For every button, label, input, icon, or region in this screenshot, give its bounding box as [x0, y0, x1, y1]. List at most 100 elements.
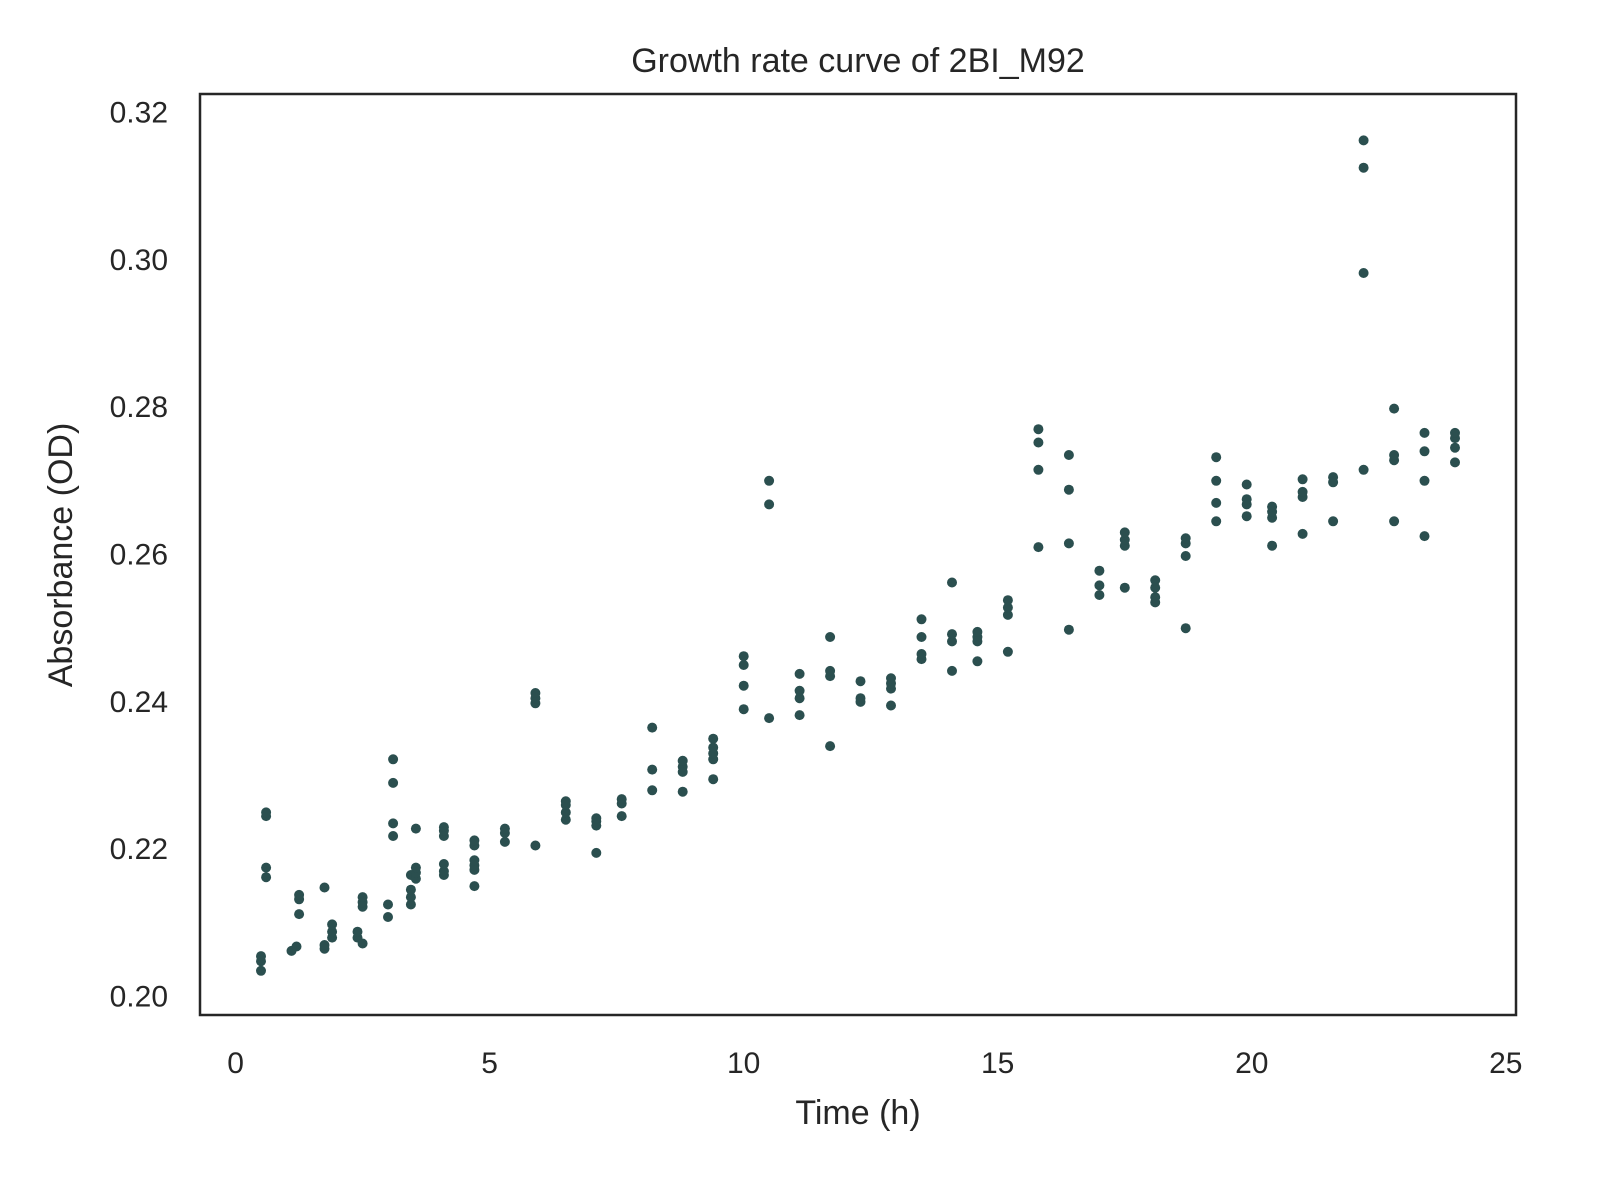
data-point-0-56: [530, 688, 541, 698]
data-point-0-132: [1119, 527, 1130, 538]
data-point-0-79: [708, 733, 719, 744]
data-point-0-97: [855, 676, 866, 687]
data-point-0-161: [1358, 268, 1369, 278]
data-point-0-40: [438, 859, 449, 869]
data-point-0-64: [591, 813, 602, 824]
data-point-0-123: [1063, 538, 1074, 549]
data-point-0-118: [1033, 542, 1044, 553]
y-axis-label: Absorbance (OD): [42, 423, 80, 688]
data-point-0-44: [469, 881, 480, 892]
x-tick-label-0: 0: [227, 1047, 244, 1080]
data-point-0-69: [647, 764, 658, 775]
data-point-0-171: [1419, 427, 1430, 438]
data-point-0-143: [1211, 475, 1222, 486]
y-tick-label-5: 0.30: [110, 244, 168, 277]
data-point-0-80: [738, 704, 749, 715]
data-point-0-90: [794, 668, 805, 679]
data-point-0-82: [738, 660, 749, 670]
data-point-0-96: [855, 693, 866, 704]
data-point-0-140: [1180, 533, 1191, 544]
data-point-0-78: [708, 742, 719, 753]
data-point-0-162: [1358, 162, 1369, 173]
data-point-0-67: [616, 794, 627, 805]
data-point-0-122: [1063, 624, 1074, 635]
plot-area-frame: [198, 92, 1518, 1017]
data-point-0-98: [886, 700, 896, 711]
data-point-0-32: [405, 884, 416, 895]
data-point-0-163: [1358, 135, 1369, 146]
data-point-0-109: [947, 577, 957, 588]
data-point-0-114: [1002, 646, 1013, 657]
data-point-0-43: [438, 822, 449, 833]
data-point-0-153: [1297, 528, 1308, 539]
data-point-0-36: [410, 862, 421, 873]
data-point-0-29: [388, 754, 399, 765]
chart-title: Growth rate curve of 2BI_M92: [631, 42, 1085, 80]
data-point-0-61: [591, 847, 602, 858]
data-point-0-4: [261, 862, 272, 873]
data-point-0-87: [794, 710, 805, 721]
data-point-0-85: [764, 499, 775, 510]
data-point-0-104: [916, 632, 927, 642]
data-point-0-144: [1211, 452, 1222, 463]
data-point-0-141: [1211, 516, 1222, 527]
data-point-0-84: [764, 713, 775, 724]
data-point-0-75: [708, 774, 719, 785]
data-point-0-147: [1241, 494, 1252, 505]
data-point-0-152: [1267, 501, 1278, 512]
data-point-0-11: [294, 889, 305, 900]
data-point-0-169: [1419, 475, 1430, 486]
data-point-0-31: [405, 892, 416, 903]
data-point-0-125: [1063, 450, 1074, 460]
data-point-0-83: [738, 651, 749, 662]
y-tick-label-4: 0.28: [110, 391, 168, 424]
data-point-0-37: [410, 823, 421, 834]
x-tick-label-3: 15: [981, 1047, 1014, 1080]
data-point-0-170: [1419, 446, 1430, 457]
data-point-0-74: [677, 755, 688, 766]
data-point-0-131: [1119, 534, 1130, 545]
data-point-0-117: [1002, 595, 1013, 606]
data-point-0-70: [647, 722, 658, 733]
data-point-0-3: [261, 872, 272, 883]
data-point-0-137: [1180, 623, 1191, 634]
data-point-0-135: [1150, 582, 1161, 593]
data-point-0-81: [738, 680, 749, 691]
data-point-0-39: [438, 866, 449, 877]
data-point-0-127: [1094, 580, 1105, 591]
data-point-0-148: [1241, 479, 1252, 490]
data-point-0-159: [1328, 472, 1339, 483]
data-point-0-9: [294, 909, 305, 920]
y-tick-label-0: 0.20: [110, 981, 168, 1014]
data-point-0-120: [1033, 437, 1044, 448]
data-point-0-175: [1450, 427, 1460, 438]
data-point-0-0: [256, 965, 266, 976]
data-point-0-103: [916, 649, 927, 659]
data-point-0-101: [886, 673, 896, 684]
data-point-0-110: [972, 656, 983, 667]
x-tick-label-5: 25: [1489, 1047, 1522, 1080]
data-point-0-145: [1241, 511, 1252, 522]
data-point-0-157: [1328, 516, 1339, 527]
data-point-0-65: [616, 811, 627, 822]
y-tick-label-1: 0.22: [110, 833, 168, 866]
data-point-0-30: [405, 899, 416, 910]
data-point-0-60: [560, 796, 571, 807]
data-point-0-6: [261, 807, 272, 818]
data-point-0-57: [560, 814, 571, 825]
data-point-0-58: [560, 807, 571, 818]
data-point-0-167: [1389, 403, 1400, 414]
x-axis-ticks: 0 5 10 15 20 25: [227, 1047, 1522, 1080]
data-point-0-156: [1297, 474, 1308, 485]
data-point-0-128: [1094, 565, 1105, 576]
data-point-0-89: [794, 685, 805, 696]
data-point-0-168: [1419, 531, 1430, 542]
data-point-0-23: [357, 892, 368, 903]
data-point-0-160: [1358, 464, 1369, 475]
data-point-0-24: [383, 912, 393, 922]
data-point-0-173: [1450, 442, 1460, 453]
data-point-0-91: [825, 741, 836, 752]
data-point-0-138: [1180, 551, 1191, 561]
data-point-0-136: [1150, 575, 1161, 586]
